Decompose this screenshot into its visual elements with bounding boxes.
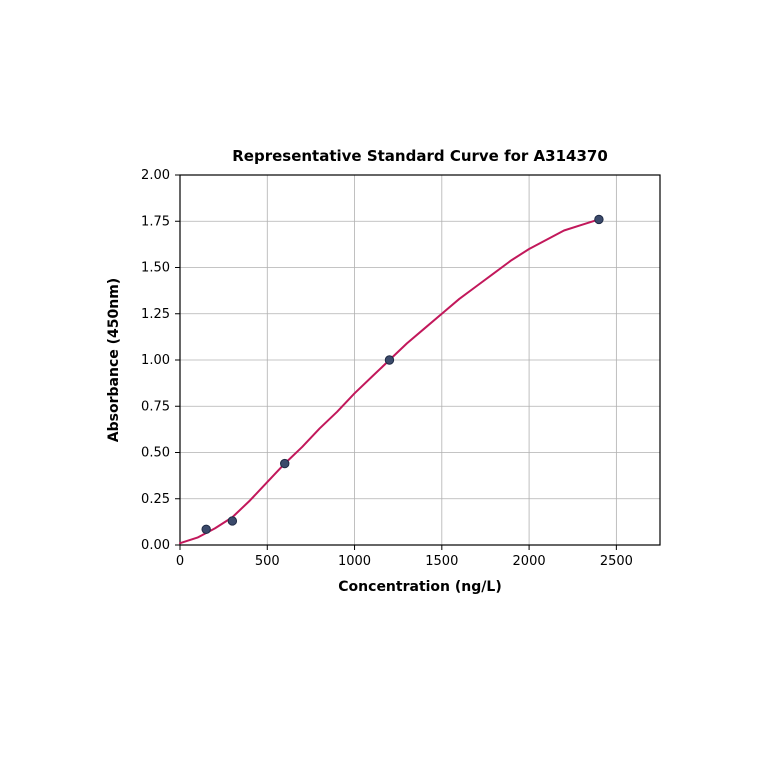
y-tick-label: 0.50 [141,446,170,461]
y-tick-label: 1.75 [141,214,170,229]
data-point [385,356,393,364]
y-tick-label: 1.25 [141,307,170,322]
y-tick-label: 0.75 [141,399,170,414]
chart-svg: 0 500 1000 1500 2000 2500 0.00 0.25 0.50 0.75 1.00… [50,135,690,615]
data-point [228,517,236,525]
y-tick-label: 1.50 [141,261,170,276]
data-point [281,459,289,467]
y-tick-label: 0.00 [141,538,170,553]
x-tick-label: 500 [255,554,280,569]
y-tick-label: 1.00 [141,353,170,368]
y-axis-label: Absorbance (450nm) [106,278,122,442]
x-tick-label: 1000 [338,554,371,569]
x-tick-label: 1500 [425,554,458,569]
x-tick-label: 2000 [513,554,546,569]
data-point [595,215,603,223]
x-tick-label: 2500 [600,554,633,569]
x-axis-label: Concentration (ng/L) [338,579,501,595]
y-tick-label: 0.25 [141,492,170,507]
x-tick-label: 0 [176,554,184,569]
data-point [202,525,210,533]
standard-curve-chart: 0 500 1000 1500 2000 2500 0.00 0.25 0.50 0.75 1.00… [50,135,690,615]
y-tick-label: 2.00 [141,168,170,183]
chart-title: Representative Standard Curve for A31437… [232,147,608,165]
